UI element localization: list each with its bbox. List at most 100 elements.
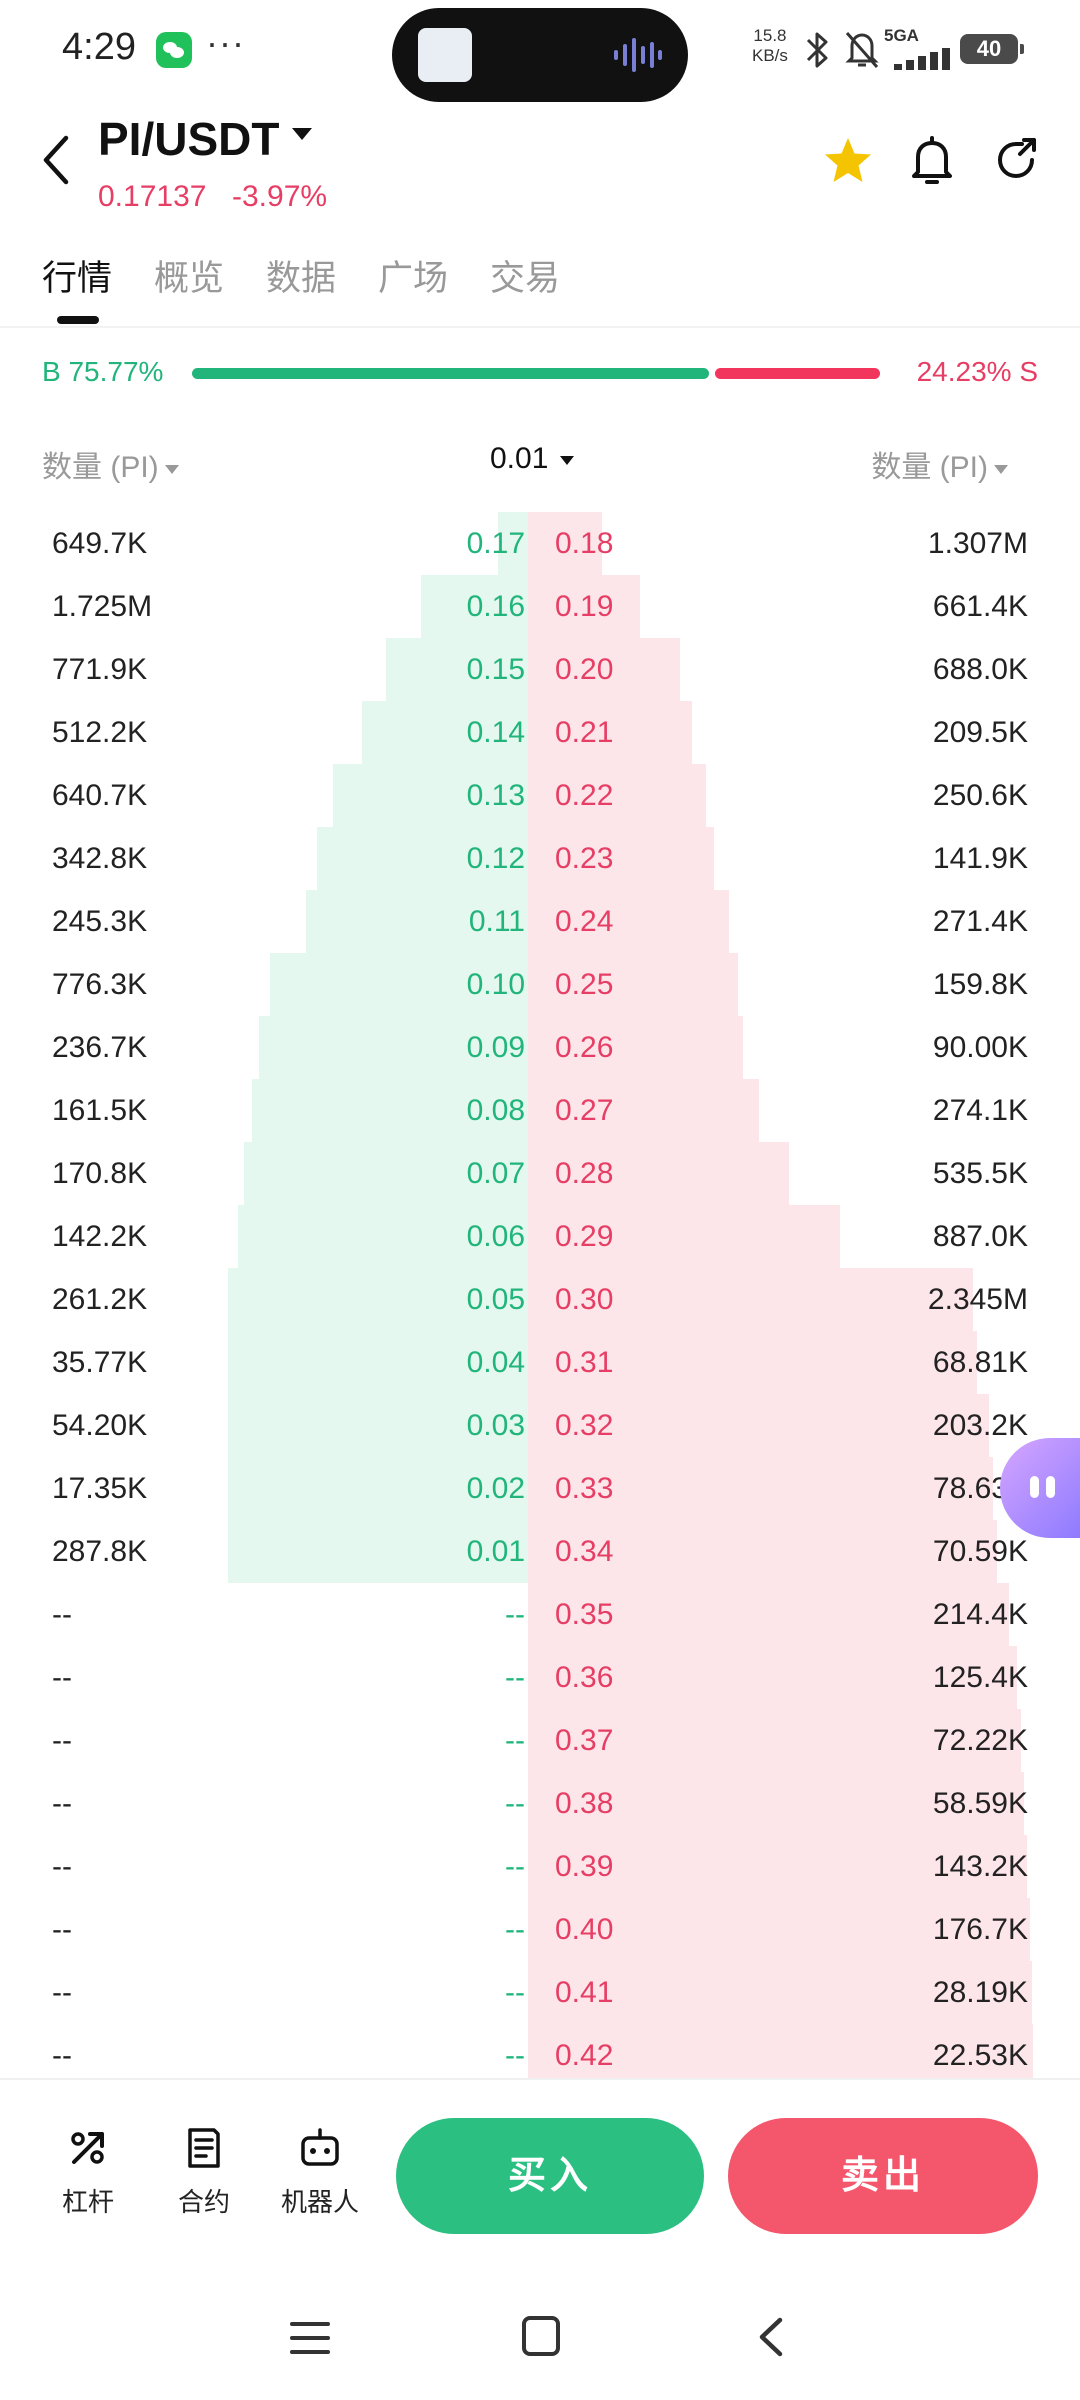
bid-quantity: 640.7K bbox=[52, 779, 148, 812]
ask-quantity: 143.2K bbox=[932, 1850, 1028, 1883]
ask-quantity-header[interactable]: 数量 (PI) bbox=[871, 442, 1008, 486]
bid-quantity: -- bbox=[52, 1661, 72, 1694]
wechat-notification-icon bbox=[156, 32, 192, 68]
bid-quantity-header[interactable]: 数量 (PI) bbox=[42, 442, 179, 486]
order-book-row[interactable]: -- -- 0.37 72.22K bbox=[0, 1709, 1080, 1772]
bluetooth-icon bbox=[806, 32, 828, 68]
alert-bell-icon[interactable] bbox=[908, 134, 956, 188]
order-book-row[interactable]: 342.8K 0.12 0.23 141.9K bbox=[0, 827, 1080, 890]
ask-price: 0.36 bbox=[555, 1661, 614, 1694]
network-speed: 15.8 KB/s bbox=[752, 26, 788, 66]
leverage-icon bbox=[71, 2132, 104, 2164]
ask-quantity: 70.59K bbox=[932, 1535, 1028, 1568]
more-notifications-icon: ··· bbox=[206, 22, 245, 63]
order-book-row[interactable]: 640.7K 0.13 0.22 250.6K bbox=[0, 764, 1080, 827]
order-book-row[interactable]: 142.2K 0.06 0.29 887.0K bbox=[0, 1205, 1080, 1268]
bid-price: 0.11 bbox=[468, 905, 525, 938]
bid-depth-bar bbox=[259, 1016, 528, 1079]
chevron-down-icon[interactable] bbox=[292, 128, 312, 140]
ask-depth-bar bbox=[528, 1457, 993, 1520]
order-book-row[interactable]: 1.725M 0.16 0.19 661.4K bbox=[0, 575, 1080, 638]
order-book-row[interactable]: 512.2K 0.14 0.21 209.5K bbox=[0, 701, 1080, 764]
status-bar: 4:29 ··· 15.8 KB/s 5GA bbox=[0, 0, 1080, 102]
order-book-row[interactable]: -- -- 0.42 22.53K bbox=[0, 2024, 1080, 2078]
tab-market[interactable]: 行情 bbox=[42, 259, 113, 298]
bid-quantity: 35.77K bbox=[52, 1346, 148, 1379]
ask-depth-bar bbox=[528, 1646, 1017, 1709]
tab-trade[interactable]: 交易 bbox=[490, 259, 561, 298]
order-book-row[interactable]: -- -- 0.36 125.4K bbox=[0, 1646, 1080, 1709]
ask-price: 0.33 bbox=[555, 1472, 614, 1505]
tab-square[interactable]: 广场 bbox=[378, 259, 449, 298]
bid-depth-bar bbox=[270, 953, 528, 1016]
order-book-row[interactable]: -- -- 0.39 143.2K bbox=[0, 1835, 1080, 1898]
buy-button[interactable]: 买入 bbox=[396, 2118, 704, 2234]
active-tab-indicator bbox=[57, 316, 99, 324]
net-speed-unit: KB/s bbox=[752, 46, 788, 65]
ask-depth-bar bbox=[528, 1898, 1030, 1961]
pair-selector[interactable]: PI/USDT bbox=[98, 113, 280, 165]
bid-quantity: -- bbox=[52, 1724, 72, 1757]
order-book-row[interactable]: 54.20K 0.03 0.32 203.2K bbox=[0, 1394, 1080, 1457]
tab-overview[interactable]: 概览 bbox=[154, 259, 225, 298]
recent-apps-icon[interactable] bbox=[288, 2318, 332, 2358]
tab-data[interactable]: 数据 bbox=[266, 259, 337, 298]
bid-quantity: 1.725M bbox=[52, 590, 153, 623]
bid-quantity: -- bbox=[52, 1976, 72, 2009]
back-button[interactable] bbox=[36, 130, 76, 190]
ask-depth-bar bbox=[528, 701, 692, 764]
order-book-row[interactable]: 776.3K 0.10 0.25 159.8K bbox=[0, 953, 1080, 1016]
home-button[interactable] bbox=[522, 2316, 560, 2356]
order-book-row[interactable]: 261.2K 0.05 0.30 2.345M bbox=[0, 1268, 1080, 1331]
precision-selector[interactable]: 0.01 bbox=[490, 442, 575, 476]
order-book-row[interactable]: 161.5K 0.08 0.27 274.1K bbox=[0, 1079, 1080, 1142]
contract-button[interactable]: 合约 bbox=[154, 2126, 254, 2219]
media-thumbnail bbox=[418, 28, 472, 82]
order-book-row[interactable]: 236.7K 0.09 0.26 90.00K bbox=[0, 1016, 1080, 1079]
order-book-row[interactable]: -- -- 0.38 58.59K bbox=[0, 1772, 1080, 1835]
ask-quantity: 274.1K bbox=[932, 1094, 1028, 1127]
system-back-icon[interactable] bbox=[752, 2314, 788, 2360]
order-book-row[interactable]: -- -- 0.40 176.7K bbox=[0, 1898, 1080, 1961]
ask-depth-bar bbox=[528, 2024, 1033, 2078]
chevron-down-icon bbox=[164, 464, 179, 474]
leverage-button[interactable]: 杠杆 bbox=[38, 2126, 138, 2219]
bid-price: 0.05 bbox=[466, 1283, 525, 1316]
order-book-row[interactable]: 649.7K 0.17 0.18 1.307M bbox=[0, 512, 1080, 575]
order-book-row[interactable]: 245.3K 0.11 0.24 271.4K bbox=[0, 890, 1080, 953]
ask-price: 0.20 bbox=[555, 653, 614, 686]
tab-bar: 行情 概览 数据 广场 交易 bbox=[0, 240, 1080, 326]
ask-quantity: 176.7K bbox=[932, 1913, 1028, 1946]
ask-depth-bar bbox=[528, 1709, 1021, 1772]
order-book-row[interactable]: 17.35K 0.02 0.33 78.63K bbox=[0, 1457, 1080, 1520]
sell-button[interactable]: 卖出 bbox=[728, 2118, 1038, 2234]
ask-depth-bar bbox=[528, 1394, 989, 1457]
ask-price: 0.23 bbox=[555, 842, 614, 875]
order-book-row[interactable]: 35.77K 0.04 0.31 68.81K bbox=[0, 1331, 1080, 1394]
ask-quantity: 209.5K bbox=[932, 716, 1028, 749]
order-book-row[interactable]: -- -- 0.41 28.19K bbox=[0, 1961, 1080, 2024]
favorite-star-icon[interactable] bbox=[822, 136, 874, 186]
ask-depth-bar bbox=[528, 1205, 840, 1268]
robot-button[interactable]: 机器人 bbox=[270, 2126, 370, 2219]
ask-depth-bar bbox=[528, 1520, 997, 1583]
ask-price: 0.40 bbox=[555, 1913, 614, 1946]
bid-quantity-header-label: 数量 (PI) bbox=[42, 451, 159, 484]
ask-price: 0.26 bbox=[555, 1031, 614, 1064]
order-book-row[interactable]: 170.8K 0.07 0.28 535.5K bbox=[0, 1142, 1080, 1205]
order-book-row[interactable]: 287.8K 0.01 0.34 70.59K bbox=[0, 1520, 1080, 1583]
dynamic-island[interactable] bbox=[392, 8, 688, 102]
share-refresh-icon[interactable] bbox=[990, 134, 1042, 186]
order-book-row[interactable]: -- -- 0.35 214.4K bbox=[0, 1583, 1080, 1646]
bid-quantity: -- bbox=[52, 2039, 72, 2072]
order-book-row[interactable]: 771.9K 0.15 0.20 688.0K bbox=[0, 638, 1080, 701]
ask-quantity: 535.5K bbox=[932, 1157, 1028, 1190]
last-price: 0.17137 bbox=[98, 180, 207, 213]
ask-price: 0.39 bbox=[555, 1850, 614, 1883]
robot-icon bbox=[301, 2128, 339, 2166]
ask-quantity: 72.22K bbox=[932, 1724, 1028, 1757]
floating-assistant-button[interactable] bbox=[1000, 1438, 1080, 1538]
bid-quantity: -- bbox=[52, 1787, 72, 1820]
ask-quantity: 125.4K bbox=[932, 1661, 1028, 1694]
bid-price: -- bbox=[505, 1787, 525, 1820]
